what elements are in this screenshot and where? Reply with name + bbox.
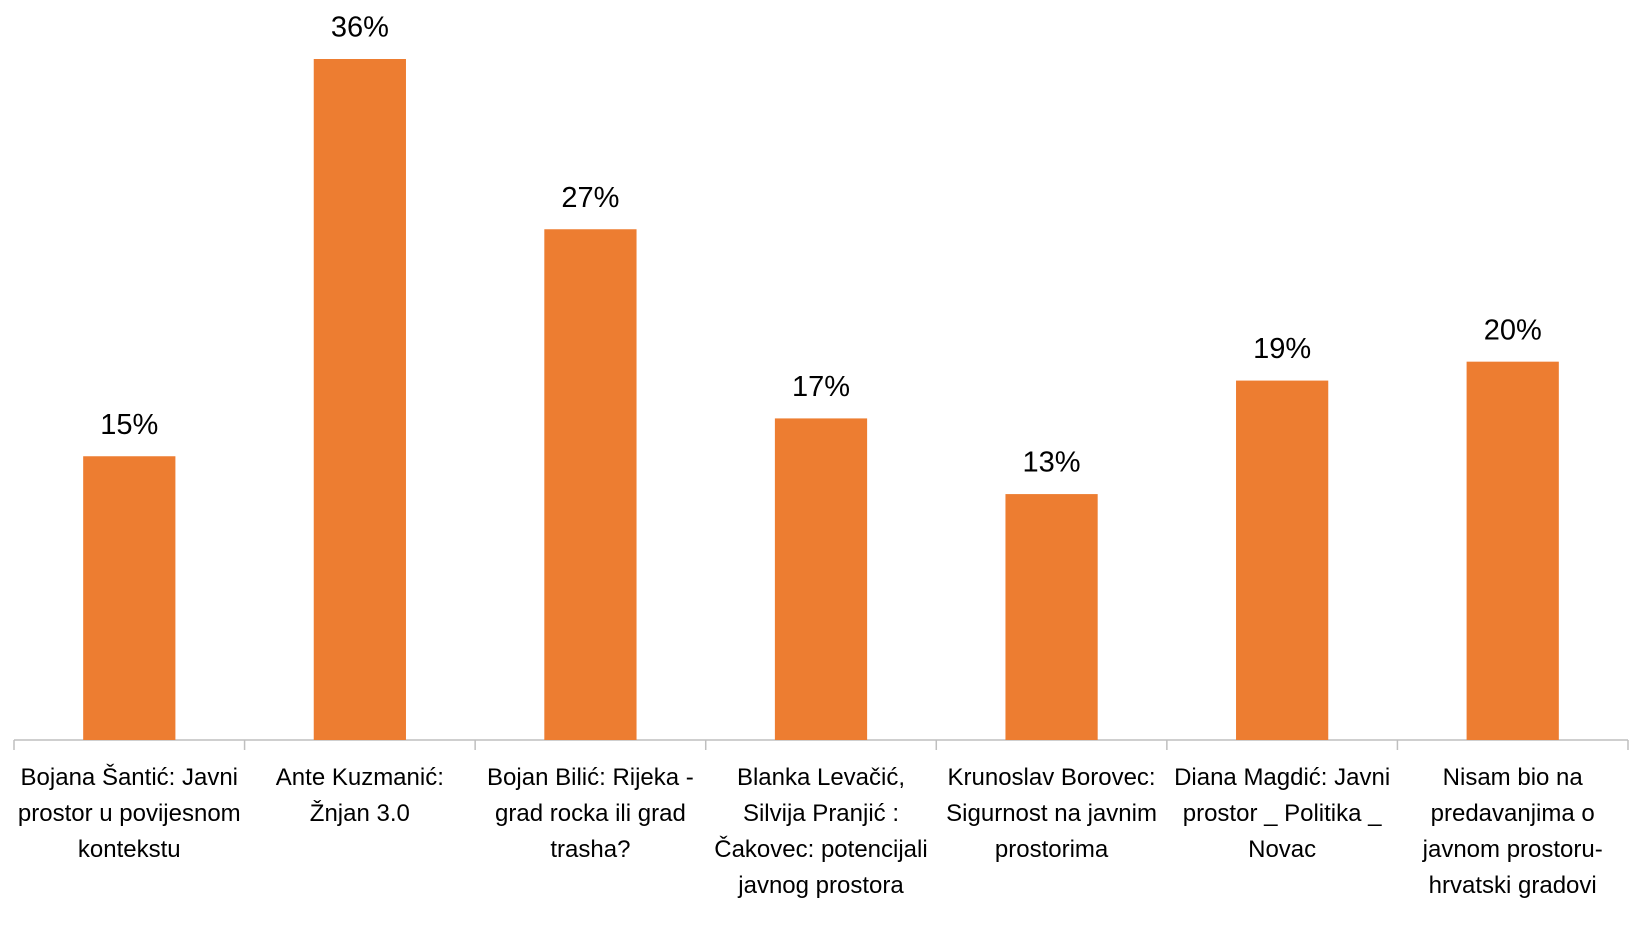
bar: [774, 418, 868, 740]
data-label: 15%: [100, 409, 158, 441]
x-tick-label: Krunoslav Borovec: Sigurnost na javnim p…: [946, 764, 1157, 863]
bar: [1466, 361, 1559, 740]
data-label: 13%: [1023, 447, 1081, 479]
data-label: 36%: [331, 12, 389, 44]
bar: [1236, 380, 1329, 740]
x-tick-label: Blanka Levačić, Silvija Pranjić : Čakove…: [714, 764, 928, 899]
x-tick-label: Bojana Šantić: Javni prostor u povijesno…: [17, 764, 241, 863]
data-label: 19%: [1253, 333, 1311, 365]
bar: [313, 59, 406, 740]
bar: [83, 456, 176, 740]
data-label: 27%: [561, 182, 619, 214]
x-tick-label: Diana Magdić: Javni prostor _ Politika _…: [1174, 764, 1391, 863]
x-tick-label: Nisam bio na predavanjima o javnom prost…: [1422, 764, 1603, 899]
x-tick-label: Bojan Bilić: Rijeka - grad rocka ili gra…: [487, 764, 694, 863]
data-label: 20%: [1484, 314, 1542, 346]
x-tick-label: Ante Kuzmanić: Žnjan 3.0: [275, 764, 444, 827]
bar: [1005, 494, 1098, 740]
bar: [544, 229, 637, 740]
data-label: 17%: [792, 371, 850, 403]
